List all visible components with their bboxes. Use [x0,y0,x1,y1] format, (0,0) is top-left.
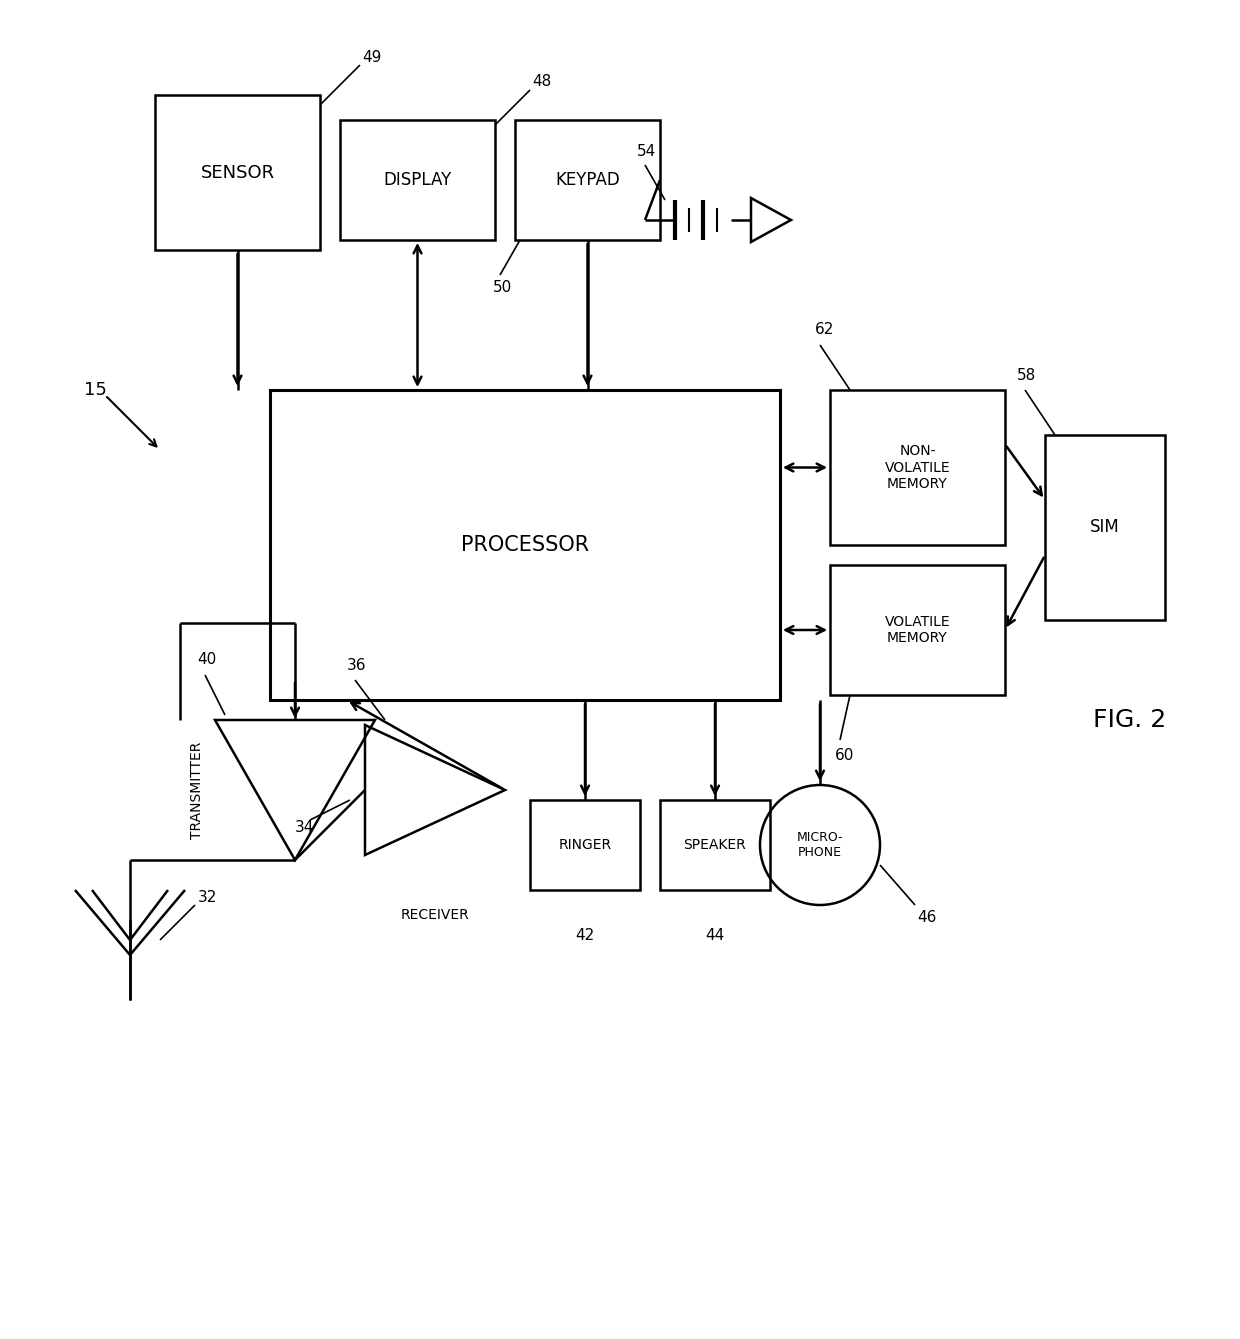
Text: 36: 36 [347,657,367,672]
Text: 32: 32 [198,889,217,905]
Text: RINGER: RINGER [558,838,611,852]
Text: 40: 40 [197,652,216,668]
Text: 44: 44 [706,928,724,943]
Text: 48: 48 [532,75,552,90]
Text: PROCESSOR: PROCESSOR [461,536,589,554]
Text: 50: 50 [494,280,512,296]
Text: 49: 49 [362,50,382,64]
Text: RECEIVER: RECEIVER [401,908,470,923]
Text: MICRO-
PHONE: MICRO- PHONE [796,832,843,860]
Text: 58: 58 [1017,367,1037,383]
Text: DISPLAY: DISPLAY [383,171,451,189]
Bar [830,565,1004,695]
Text: KEYPAD: KEYPAD [556,171,620,189]
Bar [515,121,660,240]
Text: 54: 54 [637,145,656,159]
Bar [340,121,495,240]
Bar [155,95,320,250]
Text: 62: 62 [815,323,835,337]
Bar [660,799,770,890]
Text: 46: 46 [918,909,936,924]
Bar [830,390,1004,545]
Text: 42: 42 [575,928,595,943]
Text: SENSOR: SENSOR [201,163,274,182]
Text: SPEAKER: SPEAKER [683,838,746,852]
Text: 34: 34 [295,821,315,836]
Text: NON-
VOLATILE
MEMORY: NON- VOLATILE MEMORY [884,445,950,490]
Bar [270,390,780,700]
Text: VOLATILE
MEMORY: VOLATILE MEMORY [884,615,950,645]
Text: FIG. 2: FIG. 2 [1094,708,1167,732]
Bar [529,799,640,890]
Text: TRANSMITTER: TRANSMITTER [190,742,205,838]
Text: 60: 60 [835,747,854,762]
Text: 15: 15 [83,382,107,399]
Bar [1045,435,1166,620]
Text: SIM: SIM [1090,518,1120,537]
